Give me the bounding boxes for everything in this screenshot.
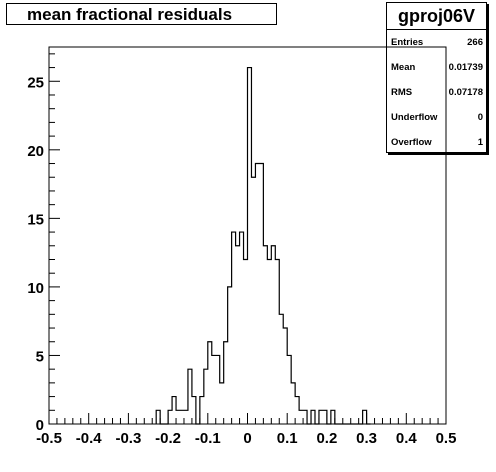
stat-row-rms: RMS 0.07178 — [391, 87, 483, 101]
stat-label: Entries — [391, 37, 424, 48]
histogram-title: mean fractional residuals — [27, 5, 233, 24]
stat-value: 0.01739 — [448, 62, 483, 73]
y-tick-label: 20 — [27, 143, 44, 160]
stats-histogram-name: gproj06V — [387, 3, 486, 30]
stat-value: 1 — [477, 137, 483, 148]
stat-label: Overflow — [391, 137, 432, 148]
stat-value: 266 — [467, 37, 483, 48]
stat-value: 0.07178 — [448, 87, 483, 98]
x-tick-label: 0.1 — [277, 430, 298, 447]
stat-row-overflow: Overflow 1 — [391, 137, 483, 151]
x-tick-label: 0.5 — [436, 430, 457, 447]
stat-row-entries: Entries 266 — [391, 37, 483, 51]
histogram-title-box: mean fractional residuals — [6, 3, 277, 25]
x-tick-label: -0.5 — [36, 430, 62, 447]
x-tick-label: 0.2 — [316, 430, 337, 447]
stats-box: gproj06V Entries 266 Mean 0.01739 RMS 0.… — [386, 2, 487, 153]
stat-label: Underflow — [391, 112, 438, 123]
y-tick-label: 5 — [36, 348, 44, 365]
y-tick-label: 25 — [27, 74, 44, 91]
x-tick-label: 0 — [243, 430, 251, 447]
x-tick-label: 0.3 — [356, 430, 377, 447]
x-tick-label: 0.4 — [396, 430, 418, 447]
x-tick-label: -0.2 — [155, 430, 181, 447]
histogram-series — [155, 66, 371, 425]
y-tick-label: 15 — [27, 211, 44, 228]
x-tick-label: -0.3 — [115, 430, 141, 447]
y-tick-label: 0 — [36, 417, 44, 434]
stat-label: RMS — [391, 87, 413, 98]
stat-row-mean: Mean 0.01739 — [391, 62, 483, 76]
stat-value: 0 — [477, 112, 483, 123]
y-tick-label: 10 — [27, 280, 44, 297]
x-tick-label: -0.4 — [76, 430, 103, 447]
x-tick-label: -0.1 — [195, 430, 221, 447]
stat-label: Mean — [391, 62, 416, 73]
stat-row-underflow: Underflow 0 — [391, 112, 483, 126]
